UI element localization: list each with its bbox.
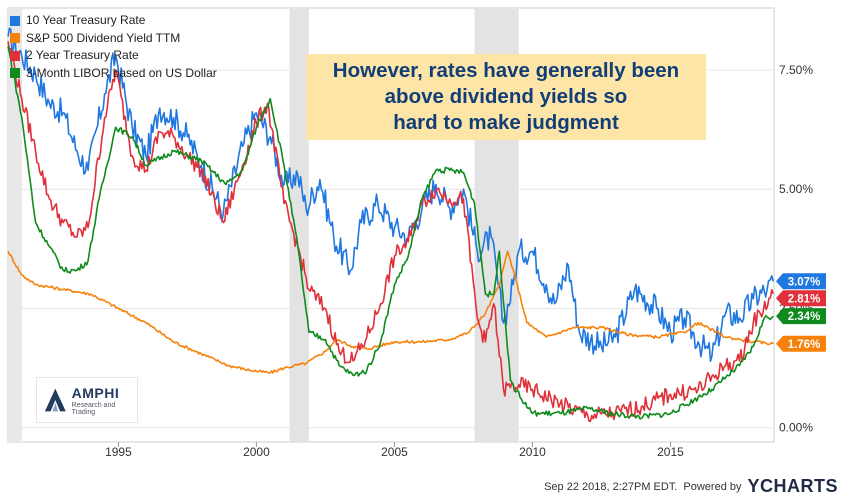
logo-subtitle: Research and Trading (71, 401, 116, 416)
footer-timestamp: Sep 22 2018, 2:27PM EDT. (544, 480, 678, 493)
legend: 10 Year Treasury Rate S&P 500 Dividend Y… (10, 12, 217, 82)
end-value-badge (776, 335, 826, 352)
x-tick-label: 2000 (243, 445, 270, 459)
ycharts-logo[interactable]: YCHARTS (747, 476, 838, 496)
series-line (7, 46, 774, 420)
recession-band (8, 8, 22, 442)
footer: Sep 22 2018, 2:27PM EDT. Powered by YCHA… (544, 476, 838, 497)
x-axis: 1995 2000 2005 2010 2015 (105, 442, 684, 459)
y-tick-label: 5.00% (779, 182, 813, 196)
legend-swatch (10, 15, 20, 26)
end-value-labels: 3.07% 2.81% 2.34% 1.76% (776, 273, 826, 352)
legend-label: 10 Year Treasury Rate (26, 13, 146, 27)
amphi-logo: AMPHI Research and Trading (36, 377, 138, 423)
footer-powered-by: Powered by (683, 480, 742, 493)
legend-label: S&P 500 Dividend Yield TTM (26, 30, 181, 45)
legend-item[interactable]: 10 Year Treasury Rate (10, 12, 217, 30)
legend-item[interactable]: 2 Year Treasury Rate (10, 47, 217, 65)
series-line (7, 41, 774, 423)
end-value-badge (776, 308, 826, 325)
y-tick-label: 0.00% (779, 421, 813, 435)
end-value-label: 1.76% (788, 339, 821, 351)
legend-swatch (10, 33, 20, 44)
annotation-line: However, rates have generally been (332, 59, 680, 82)
x-tick-label: 2005 (381, 445, 408, 459)
amphi-logo-icon (44, 388, 66, 412)
annotation-callout: However, rates have generally been above… (306, 54, 706, 140)
legend-item[interactable]: 3-Month LIBOR based on US Dollar (10, 65, 217, 83)
series-line (7, 27, 774, 362)
recession-band (289, 8, 309, 442)
legend-label: 2 Year Treasury Rate (26, 48, 139, 62)
annotation-line: above dividend yields so (384, 85, 628, 108)
x-tick-label: 2010 (519, 445, 546, 459)
x-tick-label: 2015 (657, 445, 684, 459)
end-value-badge (776, 273, 826, 290)
legend-label: 3-Month LIBOR based on US Dollar (26, 65, 217, 80)
end-value-label: 3.07% (788, 276, 821, 288)
legend-item[interactable]: S&P 500 Dividend Yield TTM (10, 30, 217, 48)
series-line (7, 250, 774, 374)
end-value-label: 2.81% (788, 293, 821, 305)
legend-swatch (10, 68, 20, 79)
legend-swatch (10, 50, 20, 61)
annotation-line: hard to make judgment (393, 111, 619, 134)
logo-name: AMPHI (71, 384, 120, 401)
y-axis: 0.00%2.50%5.00%7.50% (779, 63, 813, 435)
end-value-label: 2.34% (788, 311, 821, 323)
end-value-badge (776, 290, 826, 307)
y-tick-label: 7.50% (779, 63, 813, 77)
x-tick-label: 1995 (105, 445, 132, 459)
series-lines (7, 27, 774, 423)
